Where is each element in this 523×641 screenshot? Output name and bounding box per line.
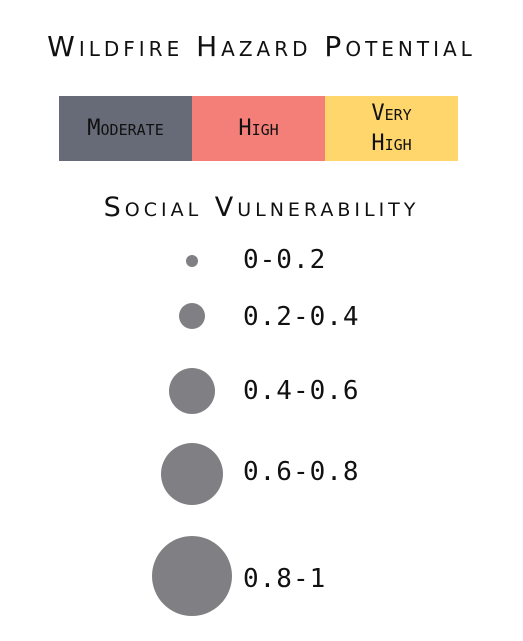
vulnerability-class-label: 0.4-0.6: [243, 376, 360, 406]
hazard-class-label-line2: High: [371, 130, 412, 156]
vulnerability-class-label: 0.2-0.4: [243, 302, 360, 332]
vulnerability-circle-symbol: [169, 368, 215, 414]
hazard-class-moderate: Moderate: [59, 96, 192, 161]
vulnerability-class-label: 0-0.2: [243, 245, 327, 275]
hazard-class-high: High: [192, 96, 325, 161]
vulnerability-class-label: 0.6-0.8: [243, 457, 360, 487]
hazard-color-bar: Moderate High Very High: [59, 96, 458, 161]
hazard-class-label: Moderate: [87, 115, 164, 141]
vulnerability-circle-symbol: [179, 303, 205, 329]
hazard-legend-title: Wildfire Hazard Potential: [47, 30, 476, 63]
vulnerability-circle-symbol: [152, 536, 232, 616]
hazard-class-very-high: Very High: [325, 96, 458, 161]
vulnerability-circle-symbol: [186, 255, 198, 267]
vulnerability-class-label: 0.8-1: [243, 564, 327, 594]
vulnerability-circle-symbol: [161, 443, 223, 505]
hazard-class-label: High: [238, 115, 279, 141]
vulnerability-legend-title: Social Vulnerability: [103, 192, 420, 223]
hazard-class-label-line1: Very: [371, 100, 412, 126]
